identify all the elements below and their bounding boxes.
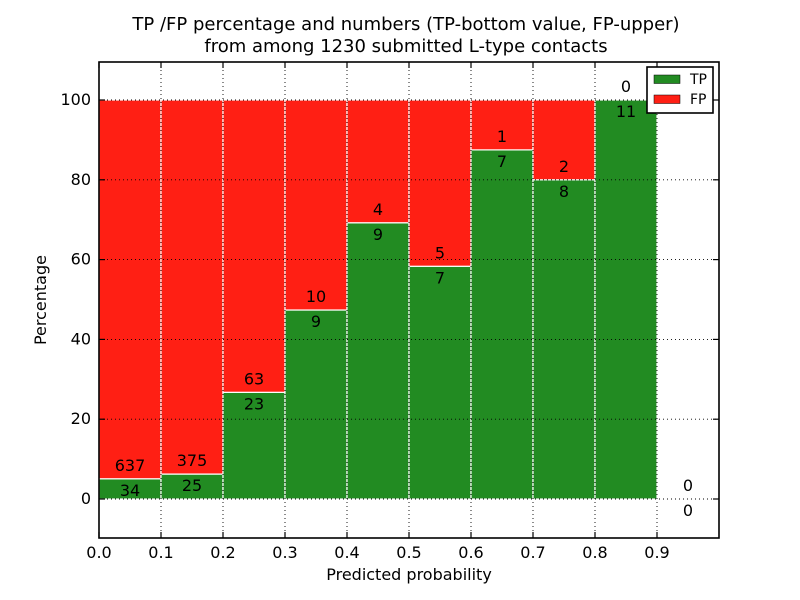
x-tick-labels: 0.0 0.1 0.2 0.3 0.4 0.5 0.6 0.7 0.8 0.9 — [86, 543, 669, 562]
bar-tp-count-label: 11 — [616, 102, 636, 121]
bar-tp-segment — [594, 99, 658, 500]
y-tick-labels: 0 20 40 60 80 100 — [60, 90, 91, 508]
bar-tp-segment — [470, 149, 534, 500]
chart-title-line2: from among 1230 submitted L-type contact… — [204, 36, 607, 57]
bar-tp-count-label: 7 — [497, 152, 507, 171]
bar-fp-count-label: 10 — [306, 287, 326, 306]
bar-fp-count-label: 2 — [559, 157, 569, 176]
bar-value-labels: 637 34 375 25 63 23 10 9 4 9 5 7 1 7 2 8 0 11 0 0 — [115, 77, 693, 520]
y-axis-label: Percentage — [31, 255, 50, 345]
y-tick-label: 20 — [71, 409, 91, 428]
bar-fp-segment — [222, 99, 286, 393]
y-tick-label: 100 — [60, 90, 91, 109]
bar-fp-count-label: 4 — [373, 200, 383, 219]
bar-tp-count-label: 8 — [559, 182, 569, 201]
legend-box — [646, 66, 714, 114]
bar-fp-segment — [408, 99, 472, 267]
bar-tp-segment — [160, 473, 224, 500]
legend: TP FP — [646, 66, 714, 114]
bar-fp-segment — [470, 99, 534, 151]
plot-frame — [98, 61, 720, 539]
bar-fp-segment — [160, 99, 224, 475]
y-tick-label: 0 — [81, 489, 91, 508]
legend-swatch-fp — [653, 94, 681, 104]
bar-fp-count-label: 375 — [177, 451, 208, 470]
y-tick-label: 60 — [71, 250, 91, 269]
gridlines — [99, 62, 719, 538]
x-tick-label: 0.4 — [334, 543, 359, 562]
bar-tp-count-label: 25 — [182, 476, 202, 495]
x-tick-label: 0.1 — [148, 543, 173, 562]
bar-tp-segment — [346, 222, 410, 500]
x-tick-label: 0.6 — [458, 543, 483, 562]
x-tick-label: 0.2 — [210, 543, 235, 562]
bars — [98, 99, 658, 500]
bar-fp-segment — [346, 99, 410, 224]
legend-label-fp: FP — [690, 92, 707, 108]
x-tick-label: 0.5 — [396, 543, 421, 562]
bar-fp-count-label: 1 — [497, 127, 507, 146]
bar-tp-count-label: 7 — [435, 268, 445, 287]
x-axis-label: Predicted probability — [326, 565, 492, 584]
x-tick-label: 0.3 — [272, 543, 297, 562]
bar-tp-count-label: 9 — [311, 312, 321, 331]
legend-label-tp: TP — [689, 72, 707, 88]
axis-ticks — [98, 62, 719, 538]
bar-tp-count-label: 34 — [120, 481, 140, 500]
bar-tp-segment — [408, 265, 472, 500]
x-tick-label: 0.7 — [520, 543, 545, 562]
x-tick-label: 0.0 — [86, 543, 111, 562]
bar-fp-count-label: 637 — [115, 456, 146, 475]
bar-fp-count-label: 0 — [683, 476, 693, 495]
bar-fp-count-label: 0 — [621, 77, 631, 96]
bar-fp-count-label: 5 — [435, 243, 445, 262]
bar-tp-count-label: 0 — [683, 501, 693, 520]
bar-tp-count-label: 9 — [373, 225, 383, 244]
bar-tp-count-label: 23 — [244, 394, 264, 413]
bar-fp-segment — [98, 99, 162, 480]
legend-swatch-tp — [653, 74, 681, 84]
bar-fp-segment — [284, 99, 348, 311]
x-tick-label: 0.8 — [582, 543, 607, 562]
chart-title-line1: TP /FP percentage and numbers (TP-bottom… — [131, 14, 679, 35]
y-tick-label: 80 — [71, 170, 91, 189]
y-tick-label: 40 — [71, 329, 91, 348]
bar-tp-segment — [284, 309, 348, 500]
bar-fp-count-label: 63 — [244, 369, 264, 388]
x-tick-label: 0.9 — [644, 543, 669, 562]
